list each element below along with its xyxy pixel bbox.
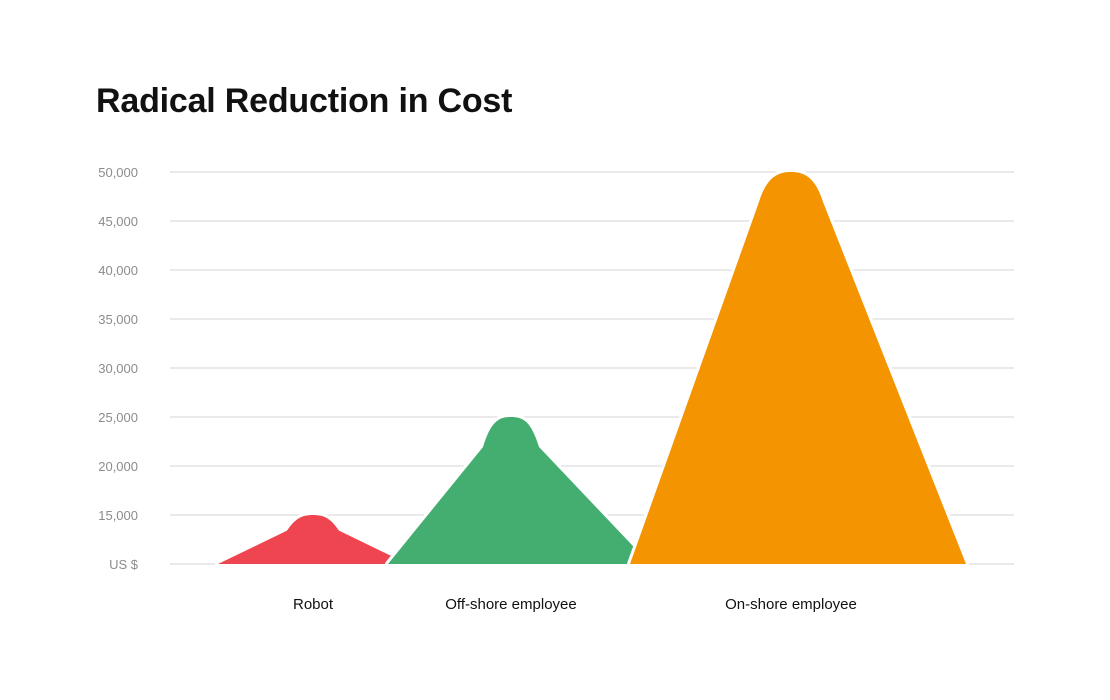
y-axis-tick-labels: US $ 15,000 20,000 25,000 30,000 35,000 40,000… — [98, 165, 139, 572]
y-tick-label: 30,000 — [98, 361, 138, 376]
chart-marks — [215, 169, 969, 567]
y-tick-label: 35,000 — [98, 312, 138, 327]
x-category-label: Robot — [293, 596, 334, 613]
peak-on-shore-employee — [627, 169, 969, 567]
x-category-label: On-shore employee — [725, 596, 857, 613]
y-tick-label: 45,000 — [98, 214, 138, 229]
y-tick-label: US $ — [109, 557, 139, 572]
y-tick-label: 15,000 — [98, 508, 138, 523]
x-category-label: Off-shore employee — [445, 596, 576, 613]
y-tick-label: 20,000 — [98, 459, 138, 474]
y-tick-label: 25,000 — [98, 410, 138, 425]
y-tick-label: 50,000 — [98, 165, 138, 180]
chart-title: Radical Reduction in Cost — [96, 82, 513, 120]
peak-off-shore-employee — [385, 414, 653, 567]
x-axis-category-labels: Robot Off-shore employee On-shore employee — [293, 596, 857, 613]
peak-robot — [215, 512, 411, 567]
y-tick-label: 40,000 — [98, 263, 138, 278]
